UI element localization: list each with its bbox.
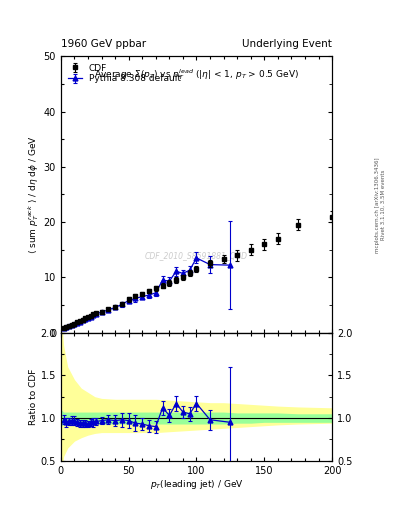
Text: Underlying Event: Underlying Event bbox=[242, 38, 332, 49]
Text: mcplots.cern.ch [arXiv:1306.3436]: mcplots.cern.ch [arXiv:1306.3436] bbox=[375, 157, 380, 252]
Text: Average $\Sigma(p_T)$ vs $p_T^{lead}$ (|$\eta$| < 1, $p_T$ > 0.5 GeV): Average $\Sigma(p_T)$ vs $p_T^{lead}$ (|… bbox=[94, 68, 299, 82]
Text: Rivet 3.1.10, 3.5M events: Rivet 3.1.10, 3.5M events bbox=[381, 169, 386, 240]
Text: 1960 GeV ppbar: 1960 GeV ppbar bbox=[61, 38, 146, 49]
Text: CDF_2010_S8591881_QCD: CDF_2010_S8591881_QCD bbox=[145, 251, 248, 260]
Legend: CDF, Pythia 8.308 default: CDF, Pythia 8.308 default bbox=[65, 61, 184, 86]
X-axis label: $p_T$(leading jet) / GeV: $p_T$(leading jet) / GeV bbox=[150, 478, 243, 492]
Y-axis label: $\langle$ sum $p_T^{rack}$ $\rangle$ / d$\eta$ d$\phi$ / GeV: $\langle$ sum $p_T^{rack}$ $\rangle$ / d… bbox=[26, 135, 41, 254]
Y-axis label: Ratio to CDF: Ratio to CDF bbox=[29, 369, 38, 425]
